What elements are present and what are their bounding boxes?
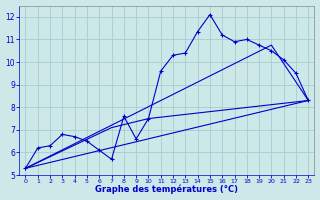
X-axis label: Graphe des températures (°C): Graphe des températures (°C) xyxy=(95,185,238,194)
